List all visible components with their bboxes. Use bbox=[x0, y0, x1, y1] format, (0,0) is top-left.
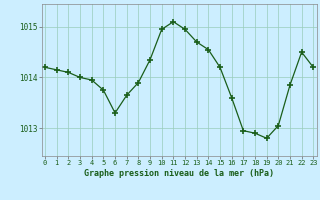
X-axis label: Graphe pression niveau de la mer (hPa): Graphe pression niveau de la mer (hPa) bbox=[84, 169, 274, 178]
